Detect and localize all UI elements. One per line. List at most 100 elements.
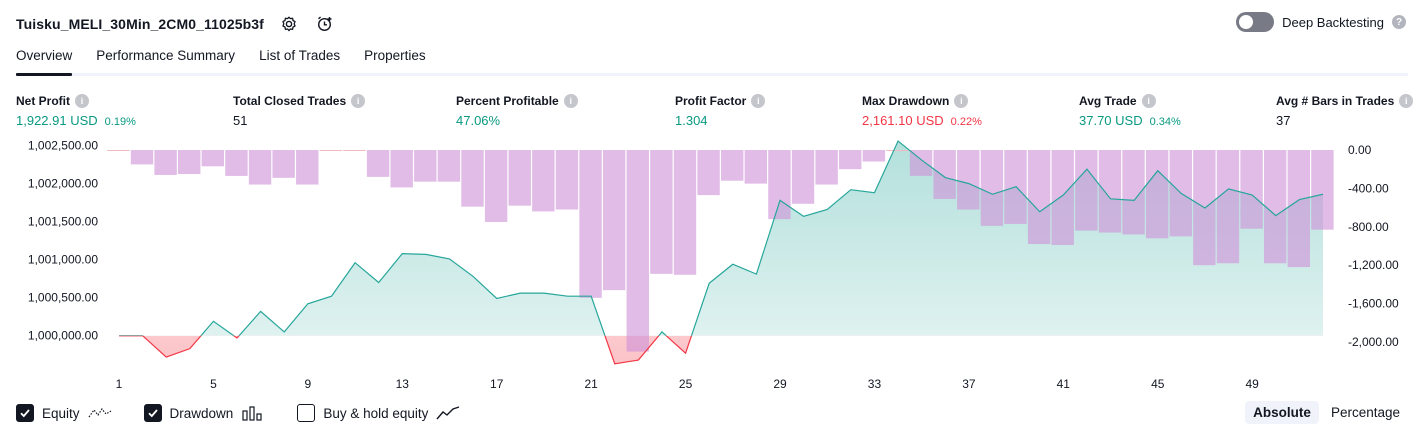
drawdown-bar <box>437 150 461 182</box>
absolute-button[interactable]: Absolute <box>1245 401 1319 424</box>
tab-list-of-trades[interactable]: List of Trades <box>259 48 341 63</box>
x-axis-tick-label: 9 <box>305 377 312 391</box>
equity-checkbox[interactable] <box>16 404 34 422</box>
legend-label: Equity <box>42 405 80 421</box>
drawdown-bar <box>107 150 130 151</box>
info-icon[interactable]: i <box>1141 94 1156 108</box>
drawdown-bar <box>532 150 555 212</box>
drawdown-bar <box>886 150 909 151</box>
drawdown-bar <box>272 150 295 178</box>
metric-net-profit: Net Profit i 1,922.91 USD 0.19% <box>16 93 136 128</box>
metric-label: Profit Factor <box>675 94 747 108</box>
drawdown-bar <box>366 150 390 177</box>
tab-performance-summary[interactable]: Performance Summary <box>96 48 236 63</box>
right-axis-tick-label: -2,000.00 <box>1348 335 1399 349</box>
drawdown-checkbox[interactable] <box>143 404 162 422</box>
deep-backtesting-toggle[interactable] <box>1236 12 1275 32</box>
buy-hold-line-icon <box>436 406 460 420</box>
info-icon[interactable]: i <box>954 94 969 108</box>
x-axis-tick-label: 25 <box>679 377 693 391</box>
metric-percent-profitable: Percent Profitable i 47.06% <box>456 93 578 128</box>
equity-drawdown-chart[interactable]: 1,002,500.00 1,002,000.00 1,001,500.00 1,00… <box>0 138 1424 396</box>
tab-overview[interactable]: Overview <box>16 44 73 76</box>
left-axis-tick-label: 1,001,500.00 <box>28 215 98 229</box>
deep-backtesting-label: Deep Backtesting <box>1282 14 1384 30</box>
drawdown-bar <box>154 150 177 175</box>
x-axis-tick-label: 45 <box>1151 377 1165 391</box>
drawdown-bar <box>697 150 720 196</box>
x-axis-tick-label: 21 <box>584 377 598 391</box>
left-axis-tick-label: 1,000,000.00 <box>28 329 98 343</box>
gear-icon[interactable] <box>278 13 300 35</box>
drawdown-bar <box>579 150 602 298</box>
x-axis-tick-label: 37 <box>962 377 976 391</box>
metric-total-closed-trades: Total Closed Trades i 51 <box>233 93 366 128</box>
drawdown-bar <box>1051 150 1074 246</box>
drawdown-bar <box>791 150 815 204</box>
drawdown-bars-icon <box>242 406 262 421</box>
info-icon[interactable]: i <box>351 94 366 108</box>
left-axis-tick-label: 1,000,500.00 <box>28 291 98 305</box>
metric-value: 37.70 USD <box>1079 113 1143 128</box>
info-icon[interactable]: i <box>75 94 89 108</box>
metric-label: Avg # Bars in Trades <box>1276 94 1395 108</box>
equity-area <box>119 141 1323 336</box>
drawdown-bar <box>130 150 154 165</box>
question-icon[interactable]: ? <box>1392 15 1406 29</box>
metric-value: 37 <box>1276 113 1291 128</box>
legend-equity[interactable]: Equity <box>16 404 112 422</box>
tab-properties[interactable]: Properties <box>364 48 426 63</box>
drawdown-bar <box>957 150 980 210</box>
drawdown-bar <box>933 150 956 199</box>
drawdown-bar <box>1098 150 1122 233</box>
add-alert-icon[interactable] <box>314 13 336 35</box>
drawdown-bar <box>225 150 248 176</box>
legend-label: Buy & hold equity <box>323 405 429 421</box>
buy-hold-checkbox[interactable] <box>297 404 316 422</box>
drawdown-bar <box>296 150 319 185</box>
percentage-button[interactable]: Percentage <box>1330 405 1400 420</box>
metric-profit-factor: Profit Factor i 1.304 <box>675 93 766 128</box>
info-icon[interactable]: i <box>1399 94 1414 108</box>
equity-line-icon <box>88 407 111 418</box>
drawdown-bar <box>1122 150 1145 235</box>
legend-buy-hold[interactable]: Buy & hold equity <box>297 404 460 422</box>
metric-label: Total Closed Trades <box>233 94 347 108</box>
right-axis-tick-label: -800.00 <box>1348 220 1389 234</box>
tab-bar: Overview Performance Summary List of Tra… <box>16 44 450 76</box>
metric-value: 47.06% <box>456 113 501 128</box>
info-icon[interactable]: i <box>563 94 578 108</box>
drawdown-bar <box>484 150 508 222</box>
legend-drawdown[interactable]: Drawdown <box>143 404 266 422</box>
metric-value: 1,922.91 USD <box>16 113 98 128</box>
drawdown-bar <box>1263 150 1287 264</box>
equity-line <box>119 140 1324 336</box>
drawdown-bar <box>1216 150 1240 264</box>
x-axis-tick-label: 17 <box>490 377 504 391</box>
right-axis-tick-label: -1,600.00 <box>1348 297 1399 311</box>
tabs-divider <box>16 73 1408 76</box>
drawdown-bar <box>602 150 626 291</box>
left-axis-tick-label: 1,002,000.00 <box>28 177 98 191</box>
drawdown-bar <box>721 150 744 181</box>
drawdown-bar <box>650 150 673 274</box>
metric-value: 51 <box>233 113 248 128</box>
deep-backtesting: Deep Backtesting ? <box>1236 12 1406 32</box>
metric-percent: 0.22% <box>950 116 982 128</box>
x-axis-tick-label: 41 <box>1057 377 1071 391</box>
x-axis-tick-label: 5 <box>210 377 217 391</box>
drawdown-bar <box>980 150 1004 226</box>
drawdown-bar <box>1311 150 1334 230</box>
drawdown-bar <box>1240 150 1263 229</box>
drawdown-bar <box>201 150 225 167</box>
metric-percent: 0.19% <box>104 116 136 128</box>
checkmark-icon <box>20 409 30 418</box>
metric-value: 2,161.10 USD <box>862 113 944 128</box>
right-axis-tick-label: 0.00 <box>1348 143 1372 157</box>
drawdown-bar <box>909 150 933 176</box>
right-axis-tick-label: -1,200.00 <box>1348 258 1399 272</box>
x-axis-tick-label: 1 <box>116 377 123 391</box>
drawdown-bar <box>461 150 484 207</box>
legend-label: Drawdown <box>169 405 234 421</box>
info-icon[interactable]: i <box>751 94 766 108</box>
